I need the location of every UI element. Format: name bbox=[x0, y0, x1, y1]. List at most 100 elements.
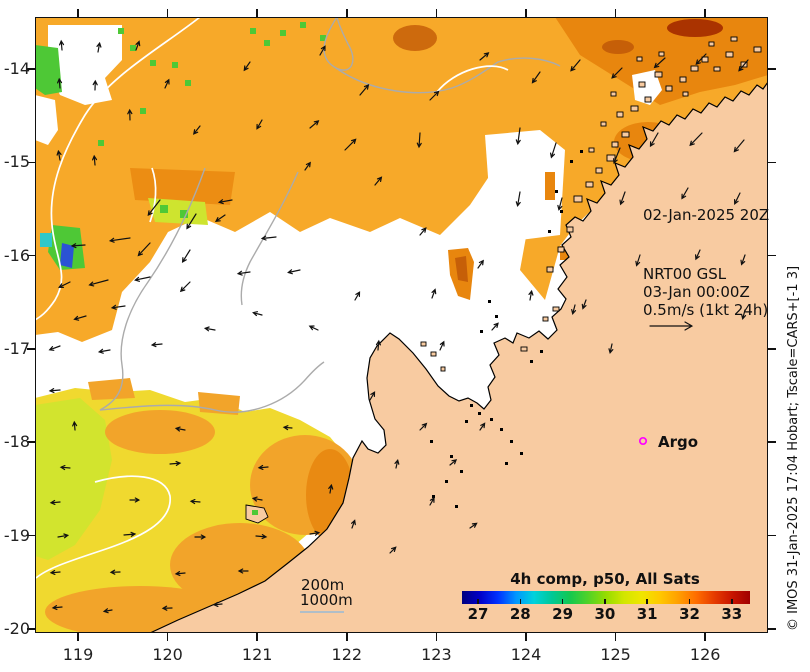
colorbar-tick-label: 33 bbox=[721, 605, 743, 623]
x-tick-mark bbox=[435, 633, 438, 641]
current-vector-field bbox=[48, 39, 749, 614]
current-vector bbox=[194, 534, 207, 540]
current-vector bbox=[531, 71, 541, 84]
current-vector bbox=[681, 187, 689, 200]
y-tick-mark bbox=[27, 161, 35, 164]
current-vector bbox=[135, 40, 141, 51]
x-tick-mark-top bbox=[166, 9, 169, 17]
green-speckles bbox=[98, 22, 326, 146]
x-tick-mark-top bbox=[77, 9, 79, 17]
current-vector bbox=[134, 276, 151, 282]
current-vector bbox=[515, 127, 521, 146]
y-tick-mark-right bbox=[768, 441, 776, 443]
current-vector bbox=[359, 84, 370, 96]
current-vector bbox=[96, 41, 102, 53]
y-tick-mark-right bbox=[768, 254, 776, 257]
colorbar-tick-mark bbox=[604, 599, 606, 604]
current-vector bbox=[251, 496, 263, 502]
current-vector bbox=[309, 120, 320, 129]
current-vector bbox=[479, 422, 486, 431]
current-vector bbox=[611, 67, 623, 79]
argo-label: Argo bbox=[658, 433, 699, 451]
current-vector bbox=[550, 142, 557, 159]
annotation-obs-time: 02-Jan-2025 20Z bbox=[643, 206, 770, 224]
y-tick-label: -14 bbox=[3, 59, 30, 78]
current-vector bbox=[150, 342, 163, 348]
islands bbox=[245, 36, 762, 524]
x-tick-mark-top bbox=[525, 9, 527, 17]
current-vector bbox=[740, 254, 746, 266]
current-vector bbox=[304, 161, 311, 171]
current-vector bbox=[389, 546, 397, 554]
x-tick-mark bbox=[166, 633, 169, 641]
current-vector bbox=[308, 325, 319, 331]
current-vector bbox=[181, 249, 191, 263]
current-vector bbox=[49, 569, 61, 575]
current-vector bbox=[581, 299, 587, 310]
current-vector bbox=[351, 519, 356, 529]
colorbar bbox=[462, 591, 750, 604]
current-vector bbox=[256, 119, 263, 130]
current-vector bbox=[189, 499, 201, 505]
scale-reference-arrow bbox=[649, 321, 694, 331]
current-vector bbox=[515, 191, 521, 208]
current-vector bbox=[169, 460, 182, 466]
current-vector bbox=[477, 259, 484, 269]
current-vector bbox=[147, 199, 161, 217]
x-tick-mark bbox=[77, 633, 79, 641]
current-vector bbox=[374, 176, 383, 186]
y-tick-mark bbox=[27, 534, 35, 537]
current-vector bbox=[72, 420, 78, 431]
current-vector bbox=[109, 569, 121, 575]
mainland-australia bbox=[149, 80, 768, 633]
x-tick-mark-top bbox=[704, 9, 706, 17]
current-vector bbox=[192, 125, 201, 135]
current-vector bbox=[328, 483, 334, 494]
argo-float-marker bbox=[638, 436, 648, 446]
current-vector bbox=[108, 237, 131, 243]
current-vector bbox=[649, 132, 659, 148]
colorbar-tick-mark bbox=[477, 599, 479, 604]
current-vector bbox=[260, 235, 277, 241]
current-vector bbox=[236, 270, 251, 276]
map-canvas bbox=[35, 17, 768, 633]
x-tick-mark bbox=[525, 633, 527, 641]
current-vector bbox=[733, 139, 745, 153]
current-vector bbox=[186, 213, 197, 230]
current-vector bbox=[734, 192, 741, 205]
y-tick-mark-right bbox=[768, 348, 776, 350]
current-vector bbox=[123, 531, 137, 537]
depth-1000m-label: 1000m bbox=[300, 591, 353, 609]
current-vector bbox=[479, 52, 490, 61]
sst-field bbox=[35, 17, 768, 342]
current-vector bbox=[243, 61, 251, 72]
current-vector bbox=[97, 348, 111, 354]
y-tick-mark bbox=[27, 348, 35, 350]
current-vector bbox=[738, 59, 749, 72]
current-vector bbox=[57, 77, 63, 89]
depth-1000m-line-sample bbox=[300, 611, 344, 613]
annotation-model-info: NRT00 GSL 03-Jan 00:00Z 0.5m/s (1kt 24h) bbox=[643, 265, 768, 319]
current-vector bbox=[695, 249, 701, 261]
x-tick-mark-top bbox=[346, 9, 348, 17]
current-vector bbox=[491, 322, 499, 331]
current-vector bbox=[557, 197, 563, 211]
x-tick-mark bbox=[704, 633, 706, 641]
y-tick-mark bbox=[27, 254, 35, 257]
x-tick-mark bbox=[256, 633, 258, 641]
current-vector bbox=[319, 45, 326, 56]
current-vector bbox=[59, 465, 71, 471]
current-vector bbox=[449, 459, 458, 466]
current-vector bbox=[92, 79, 98, 91]
current-vector bbox=[129, 497, 141, 503]
current-vector bbox=[635, 254, 641, 267]
current-vector bbox=[48, 388, 61, 394]
current-vector bbox=[571, 304, 577, 315]
current-vector bbox=[741, 309, 747, 320]
y-tick-label: -20 bbox=[3, 618, 30, 638]
colorbar-title: 4h comp, p50, All Sats bbox=[510, 570, 700, 588]
current-vector bbox=[48, 345, 61, 351]
current-vector bbox=[309, 530, 321, 536]
current-vector bbox=[689, 132, 703, 147]
